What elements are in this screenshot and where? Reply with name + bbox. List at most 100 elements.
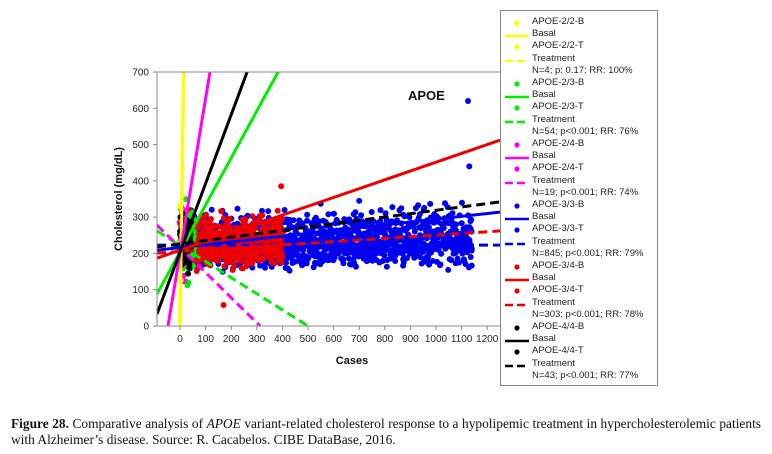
x-axis-title: Cases bbox=[336, 355, 368, 367]
chart-annotation: APOE bbox=[408, 88, 445, 103]
data-point bbox=[379, 238, 385, 245]
legend-item: Basal bbox=[501, 150, 657, 162]
legend-dashed-line-icon bbox=[505, 175, 529, 187]
legend-spacer bbox=[505, 370, 529, 382]
data-point bbox=[392, 258, 399, 264]
data-point bbox=[429, 228, 436, 235]
data-point bbox=[291, 235, 298, 242]
data-point bbox=[185, 270, 191, 277]
legend-solid-line-icon bbox=[505, 89, 529, 101]
legend-item: APOE-4/4-B bbox=[501, 321, 657, 333]
x-tick-label: 100 bbox=[197, 334, 214, 345]
legend-dot-icon bbox=[505, 162, 529, 174]
legend-item: N=54; p<0.001; RR: 76% bbox=[501, 126, 657, 138]
data-point bbox=[359, 231, 366, 238]
data-point bbox=[468, 216, 475, 223]
x-tick-label: 900 bbox=[402, 334, 419, 345]
x-tick-label: 1000 bbox=[425, 334, 448, 345]
legend-dot-icon bbox=[505, 40, 529, 52]
data-point bbox=[242, 216, 249, 223]
legend-spacer bbox=[505, 309, 529, 321]
legend-label: N=845; p<0.001; RR: 79% bbox=[532, 247, 644, 259]
data-point bbox=[286, 267, 293, 274]
outlier-point bbox=[220, 301, 227, 308]
data-point bbox=[406, 214, 413, 221]
data-point bbox=[410, 223, 417, 230]
legend-label: APOE-3/3-T bbox=[532, 223, 584, 235]
legend-label: Treatment bbox=[532, 357, 575, 369]
x-tick-label: 500 bbox=[300, 334, 317, 345]
legend-item: Treatment bbox=[501, 297, 657, 309]
legend-dot-icon bbox=[505, 260, 529, 272]
data-point bbox=[203, 211, 209, 218]
y-tick-label: 600 bbox=[132, 104, 149, 115]
legend-label: APOE-4/4-T bbox=[532, 345, 584, 357]
caption-label: Figure 28. bbox=[11, 416, 69, 431]
x-tick-label: 800 bbox=[376, 334, 393, 345]
legend-item: Treatment bbox=[501, 358, 657, 370]
data-point bbox=[210, 228, 217, 235]
x-tick-label: 700 bbox=[351, 334, 368, 345]
legend-item: APOE-3/3-B bbox=[501, 199, 657, 211]
legend-label: Basal bbox=[532, 89, 556, 101]
legend-item: Basal bbox=[501, 272, 657, 284]
data-point bbox=[249, 213, 256, 220]
data-point bbox=[345, 255, 352, 262]
legend-item: Basal bbox=[501, 89, 657, 101]
legend-item: APOE-2/2-B bbox=[501, 16, 657, 28]
data-point bbox=[208, 216, 214, 222]
outlier-point bbox=[465, 98, 472, 105]
legend-label: APOE-3/4-T bbox=[532, 284, 584, 296]
data-point bbox=[437, 261, 444, 268]
legend-item: Treatment bbox=[501, 236, 657, 248]
legend-dot-icon bbox=[505, 223, 529, 235]
data-point bbox=[346, 216, 353, 223]
data-point bbox=[411, 228, 418, 235]
legend-solid-line-icon bbox=[505, 150, 529, 162]
data-point bbox=[299, 247, 306, 254]
data-point bbox=[368, 209, 375, 215]
data-point bbox=[202, 223, 209, 230]
data-point bbox=[440, 224, 447, 231]
legend-label: Treatment bbox=[532, 174, 575, 186]
data-point bbox=[445, 266, 452, 273]
legend-dashed-line-icon bbox=[505, 297, 529, 309]
legend-label: Basal bbox=[532, 272, 556, 284]
data-point bbox=[218, 208, 225, 215]
data-point bbox=[381, 252, 388, 259]
data-point bbox=[279, 254, 286, 261]
legend-item: Treatment bbox=[501, 175, 657, 187]
legend-label: Basal bbox=[532, 150, 556, 162]
data-point bbox=[455, 259, 462, 266]
data-point bbox=[352, 209, 359, 216]
legend-label: Treatment bbox=[532, 113, 575, 125]
legend-dot-icon bbox=[505, 345, 529, 357]
x-tick-label: 400 bbox=[274, 334, 291, 345]
data-point bbox=[285, 245, 292, 252]
regression-line-apoe-4-4-treatment bbox=[157, 200, 500, 249]
legend-solid-line-icon bbox=[505, 333, 529, 345]
x-tick-label: 200 bbox=[223, 334, 240, 345]
data-point bbox=[401, 213, 408, 220]
x-tick-label: 300 bbox=[248, 334, 265, 345]
legend-item: Treatment bbox=[501, 53, 657, 65]
legend-item: Basal bbox=[501, 333, 657, 345]
data-point bbox=[221, 263, 228, 270]
data-point bbox=[404, 255, 410, 262]
legend-label: APOE-3/4-B bbox=[532, 260, 585, 271]
data-point bbox=[231, 262, 238, 269]
data-point bbox=[229, 267, 236, 273]
data-point bbox=[425, 224, 432, 231]
y-tick-label: 400 bbox=[132, 176, 149, 187]
legend-dashed-line-icon bbox=[505, 114, 529, 126]
data-point bbox=[290, 244, 297, 251]
data-point bbox=[278, 259, 285, 266]
caption-text-before: Comparative analysis of bbox=[68, 416, 207, 431]
legend-label: N=43; p<0.001; RR: 77% bbox=[532, 369, 639, 381]
data-point bbox=[238, 258, 244, 265]
y-tick-label: 200 bbox=[132, 249, 149, 260]
data-point bbox=[458, 231, 465, 238]
legend-label: APOE-4/4-B bbox=[532, 321, 585, 332]
data-point bbox=[251, 225, 258, 232]
data-point bbox=[341, 216, 348, 223]
